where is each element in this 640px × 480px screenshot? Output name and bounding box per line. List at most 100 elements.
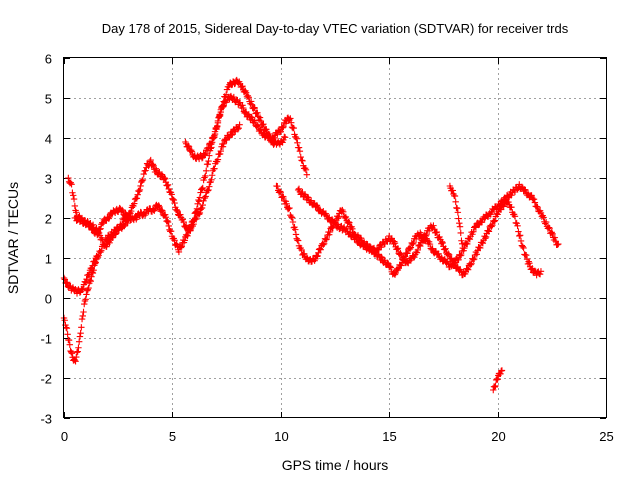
data-point [104,214,112,221]
data-point [444,250,452,257]
data-point [494,376,501,383]
data-point [284,205,292,213]
data-point [236,121,243,128]
data-point [335,213,342,221]
data-point [208,172,216,179]
data-point [89,269,97,277]
data-point [135,188,143,195]
data-point [259,121,266,129]
data-point [96,226,103,233]
data-point [533,203,540,210]
data-point [149,161,157,168]
data-point [452,198,459,206]
data-point [220,98,227,105]
series-track-b [182,76,289,163]
data-point [77,329,84,337]
data-point [181,237,188,244]
data-point [525,258,532,265]
data-point [326,228,334,236]
data-point [131,200,138,207]
data-point [217,147,225,155]
data-point [301,165,309,172]
data-point [459,244,467,252]
data-point [64,279,71,286]
data-point [394,245,402,252]
data-point [235,125,242,132]
data-point [277,128,284,135]
data-point [202,193,209,200]
x-tick-label: 15 [382,429,396,444]
data-point [288,213,295,221]
data-point [464,266,472,273]
data-point [118,206,126,214]
data-point [97,249,104,256]
data-point [342,213,350,221]
data-point [314,252,321,260]
data-point [423,231,430,239]
data-point [155,202,162,209]
data-point [228,131,235,139]
data-point [73,353,80,361]
data-point [208,176,215,184]
data-point [352,234,359,241]
data-point [441,246,449,253]
data-point [323,235,330,243]
data-point [523,252,530,259]
data-point [425,227,433,235]
data-point [320,240,328,247]
data-point [288,119,295,126]
data-point [87,278,94,285]
data-point [449,187,456,194]
data-point [214,122,221,130]
data-point [497,370,504,377]
data-point [93,255,100,263]
data-point [122,209,129,217]
data-point [188,148,196,155]
data-point [202,172,209,180]
y-tick-label: -2 [40,372,52,387]
data-point [121,222,128,230]
data-point [86,277,94,284]
data-point [445,251,453,258]
data-point [386,263,394,270]
data-point [76,333,84,340]
data-point [88,273,95,280]
data-point [205,144,212,151]
data-point [299,157,306,164]
data-point [174,207,181,215]
data-point [303,171,311,178]
y-tick-label: -3 [40,412,52,427]
data-point [215,114,222,121]
data-point [72,358,79,365]
data-point [305,194,312,201]
data-point [206,140,214,147]
data-point [288,214,296,221]
data-point [488,223,495,230]
data-point [81,300,88,308]
data-point [220,140,227,147]
data-point [280,193,287,201]
data-point [409,240,416,248]
data-point [161,174,168,182]
data-point [516,232,523,240]
x-tick-label: 25 [599,429,613,444]
data-point [482,235,489,242]
data-point [287,115,294,122]
data-point [164,217,171,225]
series-track-c [71,121,243,256]
data-point [296,147,304,155]
data-point [196,209,204,217]
data-point [78,324,85,331]
data-point [185,142,192,150]
data-point [112,231,119,238]
data-point [516,232,524,239]
data-point [531,199,539,206]
data-point [75,344,82,351]
data-point [497,206,505,213]
data-point [398,262,405,269]
data-point [138,177,146,184]
data-point [298,246,305,254]
y-tick-label: -1 [40,332,52,347]
data-point [150,206,157,214]
